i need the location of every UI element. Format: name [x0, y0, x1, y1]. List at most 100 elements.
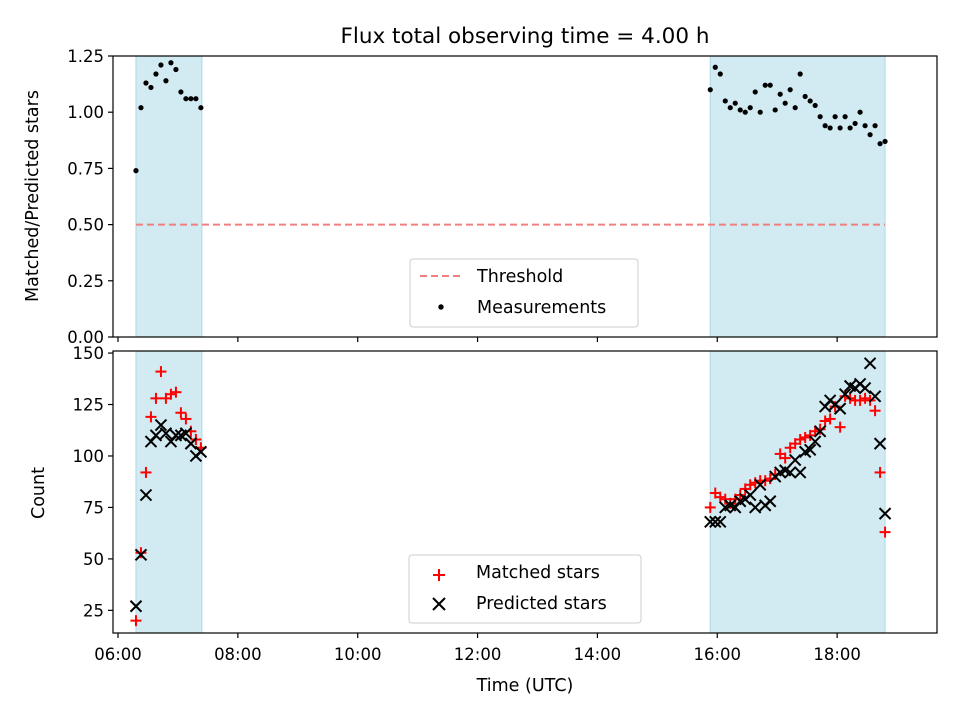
predicted-star-marker — [744, 488, 757, 502]
measurement-point — [802, 93, 808, 100]
measurement-point — [822, 123, 828, 129]
x-tick-label: 18:00 — [813, 645, 861, 664]
top-shaded-intervals — [135, 55, 886, 338]
matched-star-points — [130, 366, 891, 627]
top-y-tick-label: 0.75 — [67, 159, 104, 178]
bottom-y-tick-label: 75 — [83, 498, 104, 517]
top-legend: Threshold Measurements — [409, 258, 639, 328]
measurement-point — [747, 105, 753, 111]
predicted-star-marker — [139, 488, 153, 502]
predicted-legend-swatch — [432, 597, 446, 611]
measurement-point — [882, 138, 888, 145]
matched-star-marker — [839, 390, 851, 402]
predicted-star-marker — [714, 515, 727, 529]
bottom-panel: 25 50 75 100 125 150 06:00 08:00 10:00 12:00 14:0… — [29, 344, 938, 696]
measurements-legend-label: Measurements — [477, 298, 606, 318]
top-x-ticks — [117, 337, 838, 342]
measurement-point — [847, 125, 853, 131]
measurement-point — [707, 87, 713, 93]
predicted-star-marker — [749, 501, 762, 514]
matched-star-marker — [155, 366, 167, 378]
bottom-y-tick-label: 150 — [73, 344, 105, 363]
matched-star-marker — [145, 411, 157, 423]
measurement-point — [827, 125, 833, 131]
predicted-star-marker — [788, 453, 802, 467]
matched-star-marker — [779, 452, 791, 464]
measurement-point — [173, 66, 179, 73]
bottom-y-tick-label: 100 — [73, 447, 105, 466]
measurement-point — [832, 114, 838, 120]
bottom-y-axis: 25 50 75 100 125 150 — [73, 344, 113, 620]
measurement-point — [777, 91, 783, 97]
top-axes-frame — [112, 55, 938, 338]
measurement-point — [193, 96, 199, 102]
bottom-y-axis-label: Count — [29, 467, 49, 519]
measurement-point — [198, 105, 204, 111]
matched-star-marker — [714, 491, 726, 503]
measurement-point — [767, 82, 773, 88]
predicted-star-marker — [838, 388, 852, 401]
top-y-axis-label: Matched/Predicted stars — [23, 90, 43, 302]
measurement-point — [168, 60, 174, 66]
measurement-point — [148, 84, 154, 91]
top-y-tick-label: 0.50 — [67, 216, 104, 235]
predicted-star-marker — [184, 437, 198, 450]
matched-star-marker — [854, 394, 866, 406]
measurement-point — [163, 78, 169, 84]
measurement-point — [757, 109, 763, 115]
measurement-point — [712, 64, 718, 70]
bottom-y-tick-label: 25 — [83, 601, 104, 620]
predicted-star-marker — [134, 548, 148, 561]
x-tick-label: 06:00 — [94, 645, 142, 664]
predicted-star-points — [129, 357, 892, 613]
predicted-star-marker — [179, 427, 193, 440]
x-axis-label: Time (UTC) — [476, 676, 574, 696]
measurement-point — [143, 80, 149, 86]
matched-star-marker — [150, 392, 162, 404]
predicted-star-marker — [878, 507, 892, 520]
matched-star-marker — [824, 413, 836, 425]
measurement-point — [732, 100, 738, 106]
x-tick-label: 14:00 — [574, 645, 622, 664]
top-y-tick-label: 1.00 — [67, 103, 104, 122]
measurement-point — [138, 105, 144, 111]
measurement-point — [782, 100, 788, 106]
matched-star-marker — [140, 466, 152, 478]
predicted-star-marker — [858, 381, 872, 395]
measurement-point — [752, 89, 758, 95]
predicted-star-marker — [793, 466, 807, 479]
bottom-y-tick-label: 50 — [83, 550, 104, 569]
x-tick-label: 16:00 — [693, 645, 741, 664]
matched-star-marker — [165, 388, 177, 400]
measurement-point — [797, 71, 803, 77]
measurement-point — [857, 109, 863, 115]
chart-title: Flux total observing time = 4.00 h — [341, 24, 710, 49]
matched-star-marker — [799, 431, 811, 443]
measurement-point — [772, 107, 778, 113]
matched-star-marker — [130, 615, 142, 627]
matched-star-marker — [135, 547, 147, 559]
predicted-star-marker — [159, 427, 173, 440]
predicted-star-marker — [194, 445, 208, 459]
predicted-star-marker — [149, 429, 163, 442]
measurement-points — [133, 60, 888, 174]
measurement-point — [153, 71, 159, 77]
top-y-tick-label: 0.25 — [67, 272, 104, 291]
predicted-star-marker — [154, 418, 168, 432]
measurement-point — [807, 98, 813, 104]
predicted-star-marker — [709, 515, 722, 529]
measurement-point — [862, 123, 868, 129]
measurement-point — [158, 62, 164, 68]
top-y-tick-label: 1.25 — [67, 47, 104, 66]
observing-window-1 — [135, 55, 203, 338]
bottom-axes-frame — [112, 350, 938, 634]
threshold-legend-label: Threshold — [476, 267, 563, 287]
predicted-star-marker — [813, 425, 827, 438]
matched-star-marker — [794, 434, 806, 446]
measurements-legend-swatch — [438, 304, 444, 310]
bottom-y-tick-label: 125 — [73, 396, 105, 415]
matched-star-marker — [874, 466, 886, 478]
matched-legend-label: Matched stars — [476, 563, 600, 583]
matched-star-marker — [834, 421, 846, 433]
predicted-star-marker — [808, 435, 822, 448]
